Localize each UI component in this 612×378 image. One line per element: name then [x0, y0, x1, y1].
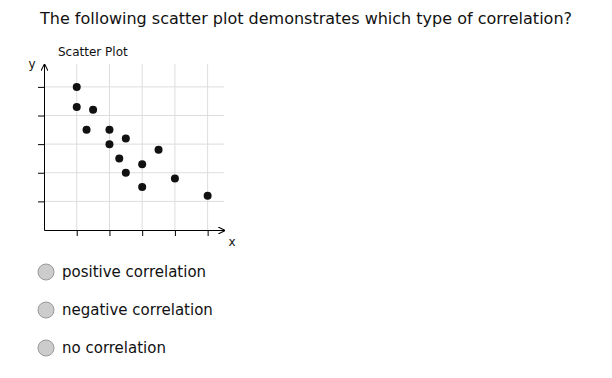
title: The following scatter plot demonstrates …	[39, 9, 572, 28]
tick-mark	[38, 201, 44, 202]
grid-line-x	[174, 64, 175, 230]
tick-mark	[109, 230, 110, 236]
tick	[38, 144, 44, 145]
point	[138, 183, 146, 191]
point	[122, 169, 130, 177]
subtitle: Scatter Plot	[58, 45, 128, 59]
grid-line-y	[44, 86, 224, 87]
tick-mark	[38, 87, 44, 88]
plot-area: Scatter Plot x y	[28, 45, 235, 249]
point	[122, 134, 130, 142]
tick	[208, 230, 209, 236]
points	[73, 83, 212, 200]
tick-mark	[175, 230, 176, 236]
y-axis-label: y	[28, 57, 35, 71]
y-axis	[38, 65, 45, 231]
radio-button[interactable]	[38, 264, 54, 280]
tick-mark	[77, 230, 78, 236]
tick-mark	[208, 230, 209, 236]
tick	[38, 116, 44, 117]
option-label[interactable]: positive correlation	[62, 263, 206, 281]
grid-line-y	[44, 201, 224, 202]
x-axis	[45, 230, 225, 236]
tick	[142, 230, 143, 236]
option-label[interactable]: no correlation	[62, 339, 166, 357]
grid-line-x	[142, 64, 143, 230]
options: positive correlation negative correlation…	[38, 263, 213, 357]
chart: The following scatter plot demonstrates …	[0, 0, 612, 378]
point	[73, 83, 81, 91]
tick	[77, 230, 78, 236]
tick	[175, 230, 176, 236]
point	[155, 146, 163, 154]
point	[89, 106, 97, 114]
point	[138, 160, 146, 168]
point	[171, 174, 179, 182]
axis-line	[44, 65, 45, 231]
point	[105, 140, 113, 148]
tick-mark	[38, 144, 44, 145]
grid-line-y	[44, 172, 224, 173]
tick-mark	[38, 116, 44, 117]
tick	[38, 173, 44, 174]
point	[204, 192, 212, 200]
tick-mark	[38, 173, 44, 174]
tick	[109, 230, 110, 236]
radio-button[interactable]	[38, 302, 54, 318]
grid-line-y	[44, 144, 224, 145]
option-label[interactable]: negative correlation	[62, 301, 213, 319]
point	[115, 154, 123, 162]
x-axis-label: x	[228, 235, 235, 249]
point	[105, 126, 113, 134]
point	[83, 126, 91, 134]
grid-line-x	[207, 64, 208, 230]
radio-button[interactable]	[38, 340, 54, 356]
tick-mark	[142, 230, 143, 236]
tick	[38, 201, 44, 202]
tick	[38, 87, 44, 88]
axis-line	[45, 230, 225, 231]
point	[73, 103, 81, 111]
grid-line-y	[44, 115, 224, 116]
grid	[44, 64, 224, 230]
